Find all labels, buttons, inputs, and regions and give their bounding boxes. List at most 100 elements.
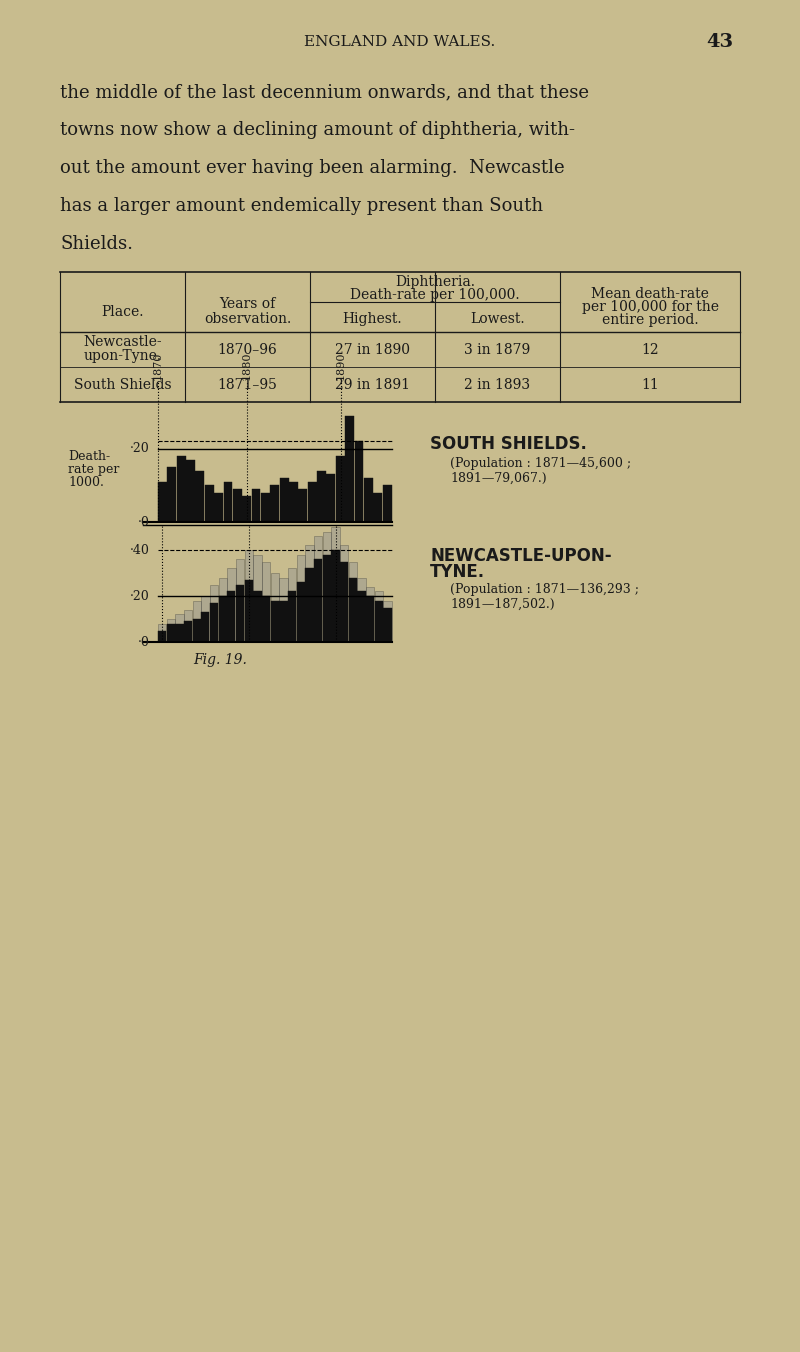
- Bar: [184, 622, 192, 642]
- Text: out the amount ever having been alarming.  Newcastle: out the amount ever having been alarming…: [60, 160, 565, 177]
- Bar: [166, 623, 175, 642]
- Bar: [322, 531, 331, 642]
- Text: ·40: ·40: [130, 544, 150, 557]
- Bar: [218, 596, 227, 642]
- Bar: [270, 600, 279, 642]
- Bar: [322, 554, 331, 642]
- Bar: [288, 591, 296, 642]
- Bar: [175, 623, 183, 642]
- Text: (Population : 1871—45,600 ;: (Population : 1871—45,600 ;: [450, 457, 631, 470]
- Text: 11: 11: [641, 379, 659, 392]
- Bar: [383, 607, 391, 642]
- Bar: [202, 612, 210, 642]
- Bar: [167, 466, 176, 522]
- Bar: [158, 481, 167, 522]
- Text: observation.: observation.: [204, 312, 291, 326]
- Bar: [374, 600, 383, 642]
- Text: the middle of the last decennium onwards, and that these: the middle of the last decennium onwards…: [60, 82, 589, 101]
- Bar: [354, 441, 363, 522]
- Bar: [336, 456, 345, 522]
- Bar: [245, 550, 253, 642]
- Text: 1000.: 1000.: [68, 476, 104, 489]
- Text: towns now show a declining amount of diphtheria, with-: towns now show a declining amount of dip…: [60, 120, 575, 139]
- Bar: [317, 470, 326, 522]
- Bar: [331, 527, 340, 642]
- Bar: [349, 561, 357, 642]
- Bar: [158, 630, 166, 642]
- Bar: [306, 568, 314, 642]
- Bar: [366, 587, 374, 642]
- Bar: [288, 568, 296, 642]
- Bar: [184, 610, 192, 642]
- Bar: [340, 561, 348, 642]
- Text: 3 in 1879: 3 in 1879: [464, 343, 530, 357]
- Bar: [383, 600, 392, 642]
- Text: 12: 12: [641, 343, 659, 357]
- Bar: [297, 554, 305, 642]
- Text: (Population : 1871—136,293 ;: (Population : 1871—136,293 ;: [450, 584, 639, 596]
- Text: 1891—79,067.): 1891—79,067.): [450, 472, 546, 484]
- Text: TYNE.: TYNE.: [430, 562, 485, 581]
- Bar: [340, 545, 348, 642]
- Bar: [193, 619, 201, 642]
- Bar: [233, 489, 242, 522]
- Text: Shields.: Shields.: [60, 235, 133, 253]
- Text: 1870: 1870: [153, 352, 163, 380]
- Bar: [306, 545, 314, 642]
- Bar: [270, 573, 279, 642]
- Bar: [279, 600, 287, 642]
- Bar: [289, 481, 298, 522]
- Text: 1890: 1890: [335, 352, 346, 380]
- Bar: [298, 489, 307, 522]
- Text: per 100,000 for the: per 100,000 for the: [582, 300, 718, 314]
- Text: ·20: ·20: [130, 589, 150, 603]
- Bar: [364, 479, 373, 522]
- Bar: [223, 481, 232, 522]
- Bar: [308, 481, 317, 522]
- Bar: [262, 596, 270, 642]
- Bar: [382, 485, 391, 522]
- Bar: [242, 496, 251, 522]
- Text: Years of: Years of: [219, 297, 276, 311]
- Bar: [210, 603, 218, 642]
- Text: 1870–96: 1870–96: [218, 343, 278, 357]
- Bar: [166, 619, 175, 642]
- Bar: [205, 485, 214, 522]
- Bar: [349, 577, 357, 642]
- Text: ·20: ·20: [130, 442, 150, 456]
- Bar: [210, 584, 218, 642]
- Bar: [358, 591, 366, 642]
- Bar: [251, 489, 261, 522]
- Bar: [254, 591, 262, 642]
- Bar: [195, 470, 204, 522]
- Text: Lowest.: Lowest.: [470, 312, 525, 326]
- Text: 1871–95: 1871–95: [218, 379, 278, 392]
- Bar: [245, 580, 253, 642]
- Bar: [280, 479, 289, 522]
- Text: ENGLAND AND WALES.: ENGLAND AND WALES.: [304, 35, 496, 49]
- Text: 1880: 1880: [242, 352, 252, 380]
- Bar: [158, 623, 166, 642]
- Bar: [227, 568, 236, 642]
- Bar: [297, 583, 305, 642]
- Bar: [218, 577, 227, 642]
- Text: Fig. 19.: Fig. 19.: [193, 653, 247, 667]
- Bar: [202, 596, 210, 642]
- Text: rate per: rate per: [68, 464, 119, 476]
- Bar: [236, 584, 244, 642]
- Bar: [346, 415, 354, 522]
- Text: has a larger amount endemically present than South: has a larger amount endemically present …: [60, 197, 543, 215]
- Bar: [261, 492, 270, 522]
- Text: Highest.: Highest.: [342, 312, 402, 326]
- Text: Diphtheria.: Diphtheria.: [395, 274, 475, 289]
- Bar: [326, 475, 335, 522]
- Bar: [331, 550, 339, 642]
- Text: 2 in 1893: 2 in 1893: [465, 379, 530, 392]
- Bar: [175, 614, 184, 642]
- Text: NEWCASTLE-UPON-: NEWCASTLE-UPON-: [430, 548, 612, 565]
- Text: entire period.: entire period.: [602, 314, 698, 327]
- Bar: [193, 600, 201, 642]
- Bar: [374, 591, 383, 642]
- Bar: [186, 460, 195, 522]
- Text: SOUTH SHIELDS.: SOUTH SHIELDS.: [430, 435, 587, 453]
